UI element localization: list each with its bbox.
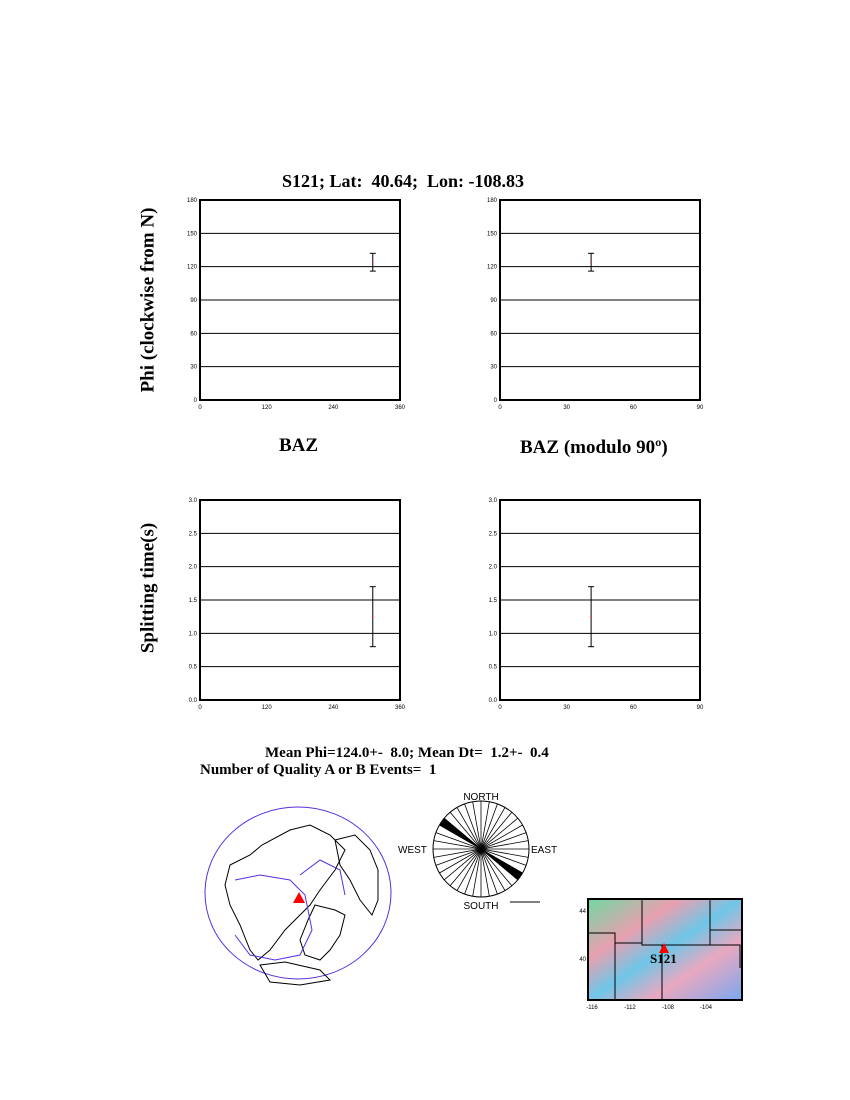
plot-frame	[199, 199, 401, 401]
rose-east: EAST	[531, 845, 557, 856]
y-tick-label: 120	[187, 265, 198, 271]
x-tick-label: 0	[198, 405, 202, 411]
lon-tick: -108	[662, 1005, 675, 1011]
x-tick-label: 360	[395, 705, 406, 711]
phi-vs-baz-chart: 0 30 60 90 120 150 180 0 120 240 360	[187, 198, 406, 411]
rose-south: SOUTH	[464, 901, 499, 912]
summary-count: Number of Quality A or B Events= 1	[200, 762, 437, 778]
x-tick-label: 240	[328, 405, 339, 411]
y-tick-label: 1.0	[489, 631, 498, 637]
y-tick-label: 1.5	[189, 598, 198, 604]
y-tick-label: 0.0	[489, 698, 498, 704]
y-tick-label: 180	[487, 198, 498, 204]
plot-title: S121; Lat: 40.64; Lon: -108.83	[282, 171, 524, 191]
lon-tick: -112	[624, 1005, 636, 1011]
x-tick-label: 120	[262, 705, 273, 711]
y-tick-label: 2.5	[189, 531, 198, 537]
y-tick-label: 60	[190, 331, 197, 337]
lon-tick: -104	[700, 1005, 713, 1011]
lat-tick: 44	[579, 909, 586, 915]
data-point	[590, 615, 592, 618]
lat-tick: 40	[579, 957, 586, 963]
rose-spoke	[472, 801, 490, 897]
y-tick-label: 0.0	[189, 698, 198, 704]
y-tick-label: 0.5	[489, 665, 498, 671]
x-tick-label: 0	[498, 405, 502, 411]
x-tick-label: 120	[262, 405, 273, 411]
x-tick-label: 60	[630, 705, 637, 711]
x-tick-label: 240	[328, 705, 339, 711]
y-tick-label: 60	[490, 331, 497, 337]
rose-filled-sector	[439, 818, 481, 849]
x-tick-label: 360	[395, 405, 406, 411]
y-tick-label: 30	[190, 365, 197, 371]
lon-tick: -116	[586, 1005, 598, 1011]
x-tick-label: 30	[563, 705, 570, 711]
y-tick-label: 180	[187, 198, 198, 204]
y-tick-label: 1.5	[489, 598, 498, 604]
plot-frame	[499, 499, 701, 701]
baz-mod-label: BAZ (modulo 90º)	[520, 437, 668, 458]
phi-vs-baz-mod90-chart: 0 30 60 90 120 150 180 0 30 60 90	[487, 198, 704, 411]
data-point	[590, 261, 592, 264]
y-tick-label: 150	[487, 231, 498, 237]
rose-west: WEST	[398, 845, 427, 856]
station-label: S121	[650, 951, 677, 966]
data-point	[371, 615, 374, 618]
y-tick-label: 2.0	[189, 565, 198, 571]
y-tick-label: 2.5	[489, 531, 498, 537]
x-tick-label: 90	[697, 705, 704, 711]
y-tick-label: 30	[490, 365, 497, 371]
y-tick-label: 3.0	[489, 498, 498, 504]
rose-filled-sector	[481, 849, 523, 880]
station-marker-icon	[293, 892, 305, 903]
x-tick-label: 0	[498, 705, 502, 711]
x-tick-label: 30	[563, 405, 570, 411]
data-point	[371, 261, 374, 264]
y-tick-label: 2.0	[489, 565, 498, 571]
y-tick-label: 0	[194, 398, 198, 404]
y-tick-label: 120	[487, 265, 498, 271]
station-marker-icon	[659, 943, 669, 953]
dt-vs-baz-mod90-chart: 0.0 0.5 1.0 1.5 2.0 2.5 3.0 0 30 60 90	[489, 498, 704, 711]
y-tick-label: 90	[190, 298, 197, 304]
y-tick-label: 150	[187, 231, 198, 237]
y-tick-label: 0.5	[189, 665, 198, 671]
y-tick-label: 3.0	[189, 498, 198, 504]
dt-vs-baz-chart: 0.0 0.5 1.0 1.5 2.0 2.5 3.0 0 120 240 360	[189, 498, 406, 711]
y-tick-label: 90	[490, 298, 497, 304]
y-tick-label: 1.0	[189, 631, 198, 637]
plot-frame	[199, 499, 401, 701]
x-tick-label: 0	[198, 705, 202, 711]
y-tick-label: 0	[494, 398, 498, 404]
x-tick-label: 90	[697, 405, 704, 411]
rose-north: NORTH	[463, 792, 498, 803]
plot-frame	[499, 199, 701, 401]
x-tick-label: 60	[630, 405, 637, 411]
baz-label: BAZ	[279, 435, 319, 456]
summary-mean: Mean Phi=124.0+- 8.0; Mean Dt= 1.2+- 0.4	[265, 745, 549, 761]
